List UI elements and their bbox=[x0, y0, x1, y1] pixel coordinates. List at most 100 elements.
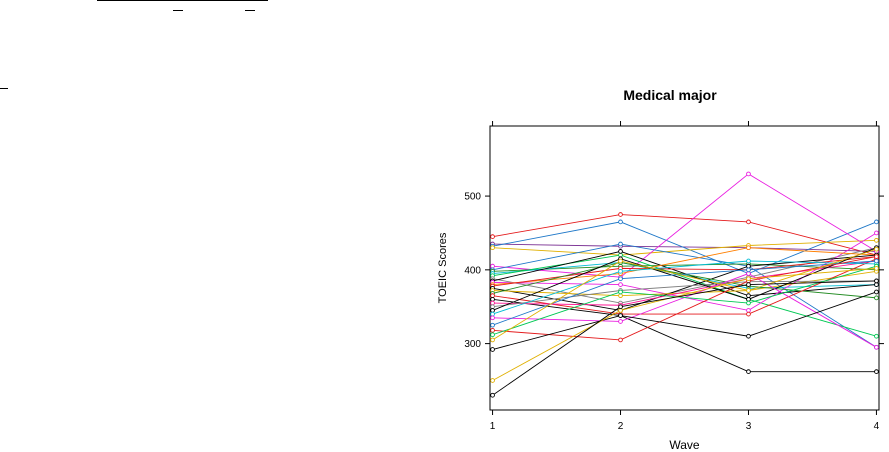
data-point bbox=[746, 276, 751, 282]
data-point bbox=[746, 288, 751, 293]
data-point bbox=[746, 267, 751, 273]
data-point bbox=[746, 219, 751, 225]
x-tick-label: 4 bbox=[874, 421, 880, 432]
data-point bbox=[490, 322, 495, 328]
data-point bbox=[746, 300, 751, 306]
data-point bbox=[874, 246, 879, 252]
data-point bbox=[746, 271, 751, 276]
data-point bbox=[490, 308, 495, 313]
data-point bbox=[618, 219, 623, 225]
series-line bbox=[492, 250, 877, 297]
data-point bbox=[874, 282, 879, 287]
data-point bbox=[746, 369, 751, 374]
data-point bbox=[618, 304, 623, 310]
x-tick-label: 1 bbox=[490, 421, 496, 432]
data-point bbox=[746, 333, 751, 339]
data-point bbox=[490, 327, 495, 333]
data-point bbox=[618, 319, 623, 324]
data-point bbox=[490, 332, 495, 338]
plot-frame bbox=[489, 125, 880, 411]
data-point bbox=[490, 337, 495, 343]
data-point bbox=[618, 249, 623, 254]
data-point bbox=[618, 258, 623, 264]
series-line bbox=[492, 267, 877, 381]
data-point bbox=[618, 252, 623, 258]
data-point bbox=[746, 297, 751, 302]
data-point bbox=[746, 263, 751, 269]
series-25 bbox=[490, 258, 879, 328]
series-line bbox=[492, 260, 877, 326]
data-point bbox=[618, 276, 623, 282]
data-point bbox=[746, 282, 751, 287]
data-point bbox=[490, 315, 495, 321]
series-22 bbox=[490, 245, 879, 313]
series-line bbox=[492, 247, 877, 286]
data-point bbox=[490, 245, 495, 251]
series-line bbox=[492, 243, 877, 348]
data-point bbox=[618, 241, 623, 247]
data-point bbox=[490, 392, 495, 398]
series-line bbox=[492, 248, 877, 341]
data-point bbox=[618, 282, 623, 287]
series-line bbox=[492, 298, 877, 373]
data-point bbox=[490, 378, 495, 383]
data-point bbox=[874, 219, 879, 225]
data-point bbox=[874, 278, 879, 284]
series-line bbox=[492, 256, 877, 287]
y-tick-label: 300 bbox=[464, 339, 481, 350]
data-point bbox=[490, 234, 495, 239]
series-line bbox=[492, 254, 877, 311]
series-line bbox=[492, 265, 877, 336]
data-point bbox=[618, 308, 623, 313]
series-27 bbox=[490, 263, 879, 338]
top-rule-short-1 bbox=[173, 10, 183, 11]
data-point bbox=[618, 289, 623, 295]
data-point bbox=[618, 337, 623, 343]
series-line bbox=[492, 221, 877, 275]
data-point bbox=[746, 258, 751, 264]
series-30 bbox=[490, 266, 879, 383]
data-point bbox=[746, 308, 751, 313]
series-line bbox=[492, 280, 877, 396]
data-point bbox=[874, 333, 879, 339]
series-line bbox=[492, 263, 877, 272]
top-rule-long bbox=[97, 0, 268, 1]
data-point bbox=[618, 313, 623, 318]
series-19 bbox=[490, 297, 879, 374]
data-point bbox=[618, 212, 623, 217]
data-point bbox=[874, 369, 879, 374]
data-point bbox=[746, 293, 751, 299]
series-31 bbox=[490, 278, 879, 398]
series-29 bbox=[490, 289, 879, 352]
y-tick-label: 500 bbox=[464, 192, 481, 203]
series-line bbox=[492, 291, 877, 350]
data-point bbox=[746, 171, 751, 177]
series-line bbox=[492, 280, 877, 308]
data-point bbox=[490, 311, 495, 317]
data-point bbox=[490, 263, 495, 269]
series-line bbox=[492, 258, 877, 315]
data-point bbox=[746, 245, 751, 251]
data-point bbox=[618, 268, 623, 274]
series-line bbox=[492, 239, 877, 256]
data-point bbox=[618, 293, 623, 299]
series-28 bbox=[490, 246, 879, 343]
series-line bbox=[492, 254, 877, 337]
data-point bbox=[874, 266, 879, 271]
data-point bbox=[874, 289, 879, 295]
series-line bbox=[492, 243, 877, 252]
series-line bbox=[492, 214, 877, 256]
data-point bbox=[746, 311, 751, 317]
data-point bbox=[874, 237, 879, 243]
series-line bbox=[492, 256, 877, 341]
data-point bbox=[490, 304, 495, 310]
top-rule-short-2 bbox=[245, 10, 255, 11]
y-tick-label: 400 bbox=[464, 265, 481, 276]
data-point bbox=[874, 254, 879, 259]
left-rule-short bbox=[0, 88, 8, 89]
data-point bbox=[874, 258, 879, 264]
x-tick-label: 3 bbox=[746, 421, 752, 432]
series-12 bbox=[490, 230, 879, 313]
